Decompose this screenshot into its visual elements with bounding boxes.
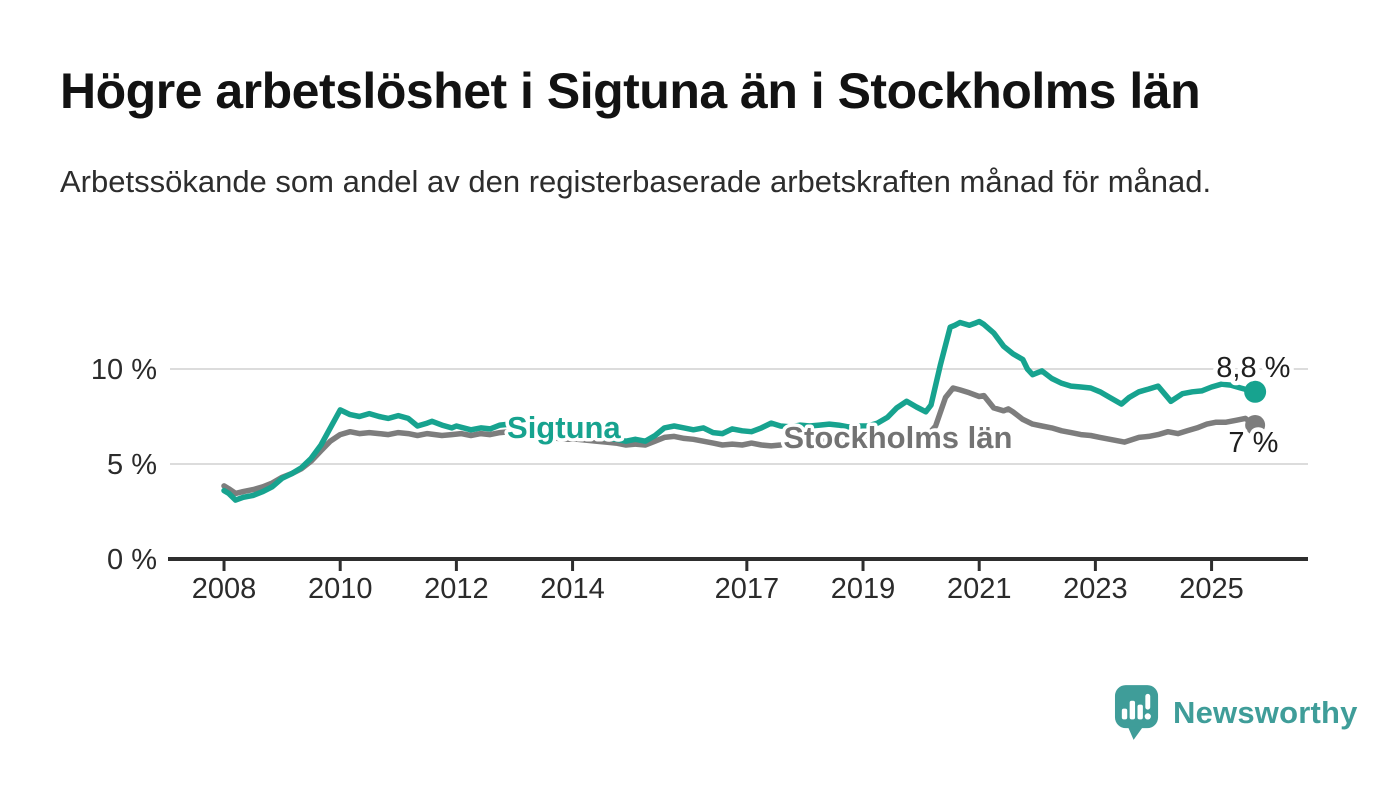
x-axis-tick-label: 2021 [947,573,1012,605]
newsworthy-logo: Newsworthy [1114,684,1358,741]
y-axis-tick-label: 5 % [107,449,157,481]
series-line-stockholms-l-n [221,385,1258,497]
series-label-sigtuna: Sigtuna [507,410,621,445]
x-axis-tick-label: 2025 [1179,573,1244,605]
page-title: Högre arbetslöshet i Sigtuna än i Stockh… [60,63,1201,119]
y-axis-tick-label: 0 % [107,544,157,576]
brand-name: Newsworthy [1173,694,1358,730]
x-axis-tick-label: 2019 [831,573,896,605]
x-axis-tick-label: 2014 [540,573,605,605]
series-end-value-label: 8,8 % [1216,352,1290,384]
page-subtitle: Arbetssökande som andel av den registerb… [60,164,1212,199]
x-axis-tick-label: 2012 [424,573,489,605]
series-label-stockholms-l-n: Stockholms län [783,420,1012,455]
series-end-dot [1245,415,1266,436]
speech-bubble-bar-chart-icon [1114,685,1159,740]
y-axis-tick-label: 10 % [91,354,157,386]
x-axis-tick-label: 2010 [308,573,373,605]
series-end-dot [1244,380,1267,403]
x-axis-tick-label: 2017 [715,573,780,605]
x-axis-tick-label: 2008 [192,573,257,605]
x-axis-tick-label: 2023 [1063,573,1128,605]
series-end-value-label: 7 % [1228,427,1278,459]
series-line-sigtuna [221,318,1258,503]
